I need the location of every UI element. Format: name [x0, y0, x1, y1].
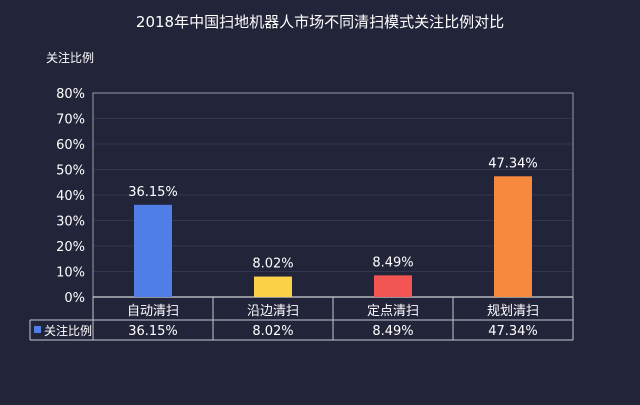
- y-tick-label: 70%: [56, 113, 85, 128]
- y-tick-label: 20%: [56, 240, 85, 255]
- table-series-label: 关注比例: [44, 323, 92, 338]
- bar-1: [134, 204, 172, 297]
- table-cell: 8.02%: [252, 324, 293, 339]
- x-tick-label: 规划清扫: [487, 304, 539, 319]
- y-tick-label: 40%: [56, 189, 85, 204]
- x-tick-label: 沿边清扫: [247, 304, 299, 319]
- y-tick-label: 10%: [56, 266, 85, 281]
- y-tick-label: 60%: [56, 138, 85, 153]
- y-tick-label: 80%: [56, 87, 85, 102]
- data-table: 自动清扫 36.15% 沿边清扫 8.02% 定点清扫 8.49% 规划清扫 47.34% 关注…: [29, 297, 574, 341]
- bar-value-label: 8.49%: [372, 255, 413, 270]
- y-tick-label: 30%: [56, 215, 85, 230]
- bar-value-label: 47.34%: [488, 156, 538, 171]
- y-tick-label: 50%: [56, 164, 85, 179]
- gridlines: [93, 118, 573, 272]
- chart-title: 2018年中国扫地机器人市场不同清扫模式关注比例对比: [136, 13, 504, 31]
- bar-2: [254, 276, 292, 297]
- y-tick-label: 0%: [64, 291, 85, 306]
- x-tick-label: 自动清扫: [127, 304, 179, 319]
- bar-value-label: 8.02%: [252, 257, 293, 272]
- plot-border: [92, 92, 574, 297]
- bar-4: [494, 176, 532, 297]
- table-cell: 8.49%: [372, 324, 413, 339]
- bar-3: [374, 275, 412, 297]
- table-cell: 47.34%: [488, 324, 538, 339]
- legend-marker: [34, 326, 41, 333]
- bar-value-label: 36.15%: [128, 185, 178, 200]
- value-labels: 36.15% 8.02% 8.49% 47.34%: [128, 156, 538, 271]
- table-cell: 36.15%: [128, 324, 178, 339]
- x-tick-label: 定点清扫: [367, 304, 419, 319]
- bars: [134, 176, 532, 297]
- y-tick-labels: 0% 10% 20% 30% 40% 50% 60% 70% 80%: [56, 87, 85, 306]
- y-axis-label: 关注比例: [46, 50, 94, 65]
